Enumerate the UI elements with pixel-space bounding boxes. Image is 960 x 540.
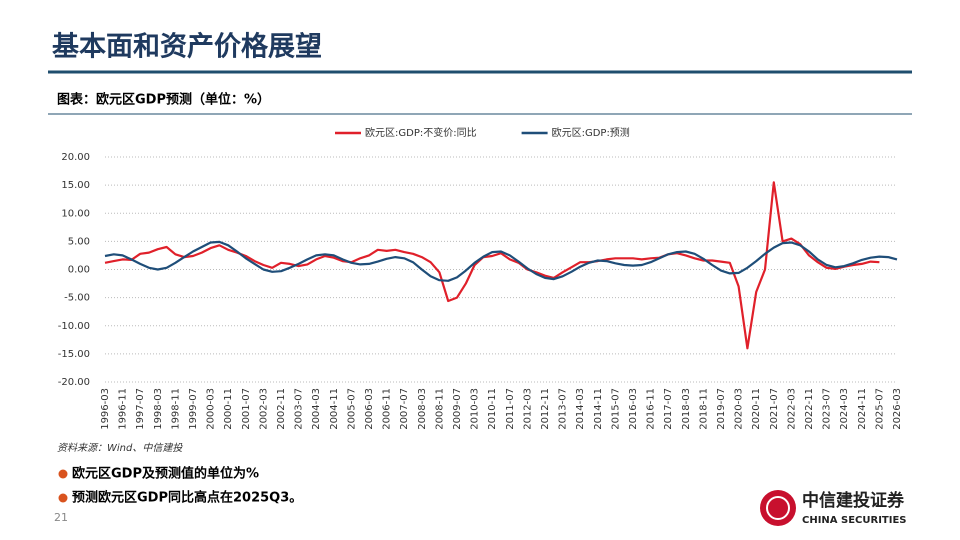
x-tick-label: 2002-03 (258, 388, 269, 430)
x-tick-label: 2004-11 (329, 388, 340, 430)
x-tick-label: 1998-11 (170, 388, 181, 430)
x-tick-label: 2006-03 (364, 388, 375, 430)
x-tick-label: 2020-03 (734, 388, 745, 430)
bullet-dot (58, 469, 68, 479)
x-tick-label: 2006-11 (382, 388, 393, 430)
slide-title: 基本面和资产价格展望 (52, 32, 322, 63)
x-tick-label: 2008-11 (434, 388, 445, 430)
x-tick-label: 2013-07 (558, 388, 569, 430)
x-tick-label: 2014-11 (593, 388, 604, 430)
x-tick-label: 2012-11 (540, 388, 551, 430)
x-tick-label: 2020-11 (751, 388, 762, 430)
x-tick-label: 2018-03 (681, 388, 692, 430)
series-line (104, 181, 880, 350)
x-tick-label: 2000-11 (223, 388, 234, 430)
x-tick-label: 2010-03 (470, 388, 481, 430)
y-tick-label: -20.00 (58, 377, 90, 388)
bullet-dot (58, 493, 68, 503)
legend-label: 欧元区:GDP:不变价:同比 (365, 126, 477, 139)
x-tick-label: 2025-07 (874, 388, 885, 430)
x-tick-label: 2024-11 (857, 388, 868, 430)
y-tick-label: -5.00 (64, 293, 90, 304)
x-tick-label: 2001-07 (241, 388, 252, 430)
y-tick-label: 15.00 (61, 180, 90, 191)
logo-icon (760, 490, 796, 526)
x-tick-label: 2011-07 (505, 388, 516, 430)
y-tick-label: 10.00 (61, 208, 90, 219)
x-tick-label: 2023-07 (822, 388, 833, 430)
x-tick-label: 1996-03 (100, 388, 111, 430)
y-tick-label: 5.00 (68, 236, 90, 247)
x-tick-label: 2015-07 (610, 388, 621, 430)
x-tick-label: 2021-07 (769, 388, 780, 430)
x-tick-label: 2003-07 (294, 388, 305, 430)
y-tick-label: -15.00 (58, 349, 90, 360)
x-tick-label: 2012-03 (522, 388, 533, 430)
x-tick-label: 2010-11 (487, 388, 498, 430)
y-tick-label: 20.00 (61, 152, 90, 163)
x-tick-label: 2007-07 (399, 388, 410, 430)
x-tick-label: 2009-07 (452, 388, 463, 430)
x-tick-label: 2022-03 (786, 388, 797, 430)
chart-subtitle: 图表：欧元区GDP预测（单位：%） (57, 92, 270, 108)
x-tick-label: 2008-03 (417, 388, 428, 430)
source: 资料来源：Wind、中信建投 (57, 442, 183, 454)
bullet: 预测欧元区GDP同比高点在2025Q3。 (72, 490, 302, 506)
logo-icon-ring (766, 496, 790, 520)
x-tick-label: 1999-07 (188, 388, 199, 430)
y-tick-label: -10.00 (58, 321, 90, 332)
y-tick-label: 0.00 (68, 265, 90, 276)
logo-text: 中信建投证券 (802, 490, 905, 511)
x-tick-label: 2018-11 (698, 388, 709, 430)
x-tick-label: 2026-03 (892, 388, 903, 430)
x-tick-label: 2002-11 (276, 388, 287, 430)
x-tick-label: 1998-03 (153, 388, 164, 430)
x-tick-label: 1996-11 (118, 388, 129, 430)
page-number: 21 (54, 511, 68, 524)
chart: -20.00 -15.00 -10.00 -5.00 0.00 5.00 10.00 15.0… (58, 126, 903, 430)
x-tick-label: 2014-03 (575, 388, 586, 430)
x-tick-label: 2017-07 (663, 388, 674, 430)
x-tick-label: 1997-07 (135, 388, 146, 430)
series-line (104, 240, 898, 282)
x-tick-label: 2000-03 (206, 388, 217, 430)
x-tick-label: 2019-07 (716, 388, 727, 430)
x-tick-label: 2004-03 (311, 388, 322, 430)
x-tick-label: 2016-03 (628, 388, 639, 430)
x-tick-label: 2022-11 (804, 388, 815, 430)
x-tick-label: 2005-07 (346, 388, 357, 430)
legend-label: 欧元区:GDP:预测 (552, 126, 630, 139)
bullet: 欧元区GDP及预测值的单位为% (72, 466, 259, 482)
x-tick-label: 2016-11 (646, 388, 657, 430)
x-tick-label: 2024-03 (839, 388, 850, 430)
logo-en: CHINA SECURITIES (802, 515, 907, 526)
